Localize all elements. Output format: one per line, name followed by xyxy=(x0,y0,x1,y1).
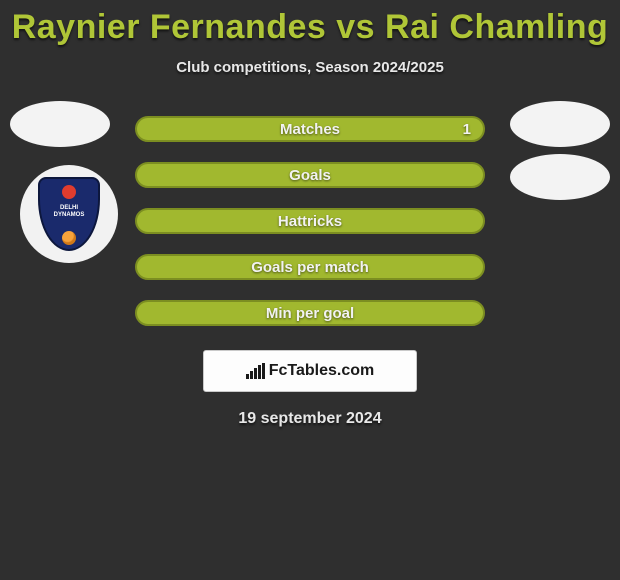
right-player-portrait-2 xyxy=(510,154,610,200)
stat-label: Matches xyxy=(280,121,340,138)
footer-date: 19 september 2024 xyxy=(0,410,620,428)
branding-box: FcTables.com xyxy=(203,350,417,392)
stat-row-min-per-goal: Min per goal xyxy=(135,300,485,326)
stat-label: Hattricks xyxy=(278,213,342,230)
ball-icon xyxy=(62,231,76,245)
sun-icon xyxy=(62,185,76,199)
bar-chart-icon xyxy=(246,363,265,379)
right-player-portrait-1 xyxy=(510,101,610,147)
left-player-portrait xyxy=(10,101,110,147)
left-player-club-badge: DELHI DYNAMOS xyxy=(20,165,118,263)
page-title: Raynier Fernandes vs Rai Chamling xyxy=(0,0,620,47)
stat-row-goals-per-match: Goals per match xyxy=(135,254,485,280)
subtitle: Club competitions, Season 2024/2025 xyxy=(0,59,620,76)
comparison-panel: DELHI DYNAMOS Matches 1 Goals Hattricks … xyxy=(0,116,620,428)
brand-text: FcTables.com xyxy=(269,362,375,380)
shield-text-line2: DYNAMOS xyxy=(54,212,85,218)
shield-text-line1: DELHI xyxy=(60,205,78,211)
stat-row-goals: Goals xyxy=(135,162,485,188)
stat-right-value: 1 xyxy=(463,118,471,140)
stat-row-matches: Matches 1 xyxy=(135,116,485,142)
stat-label: Goals xyxy=(289,167,331,184)
stat-row-hattricks: Hattricks xyxy=(135,208,485,234)
shield-text: DELHI DYNAMOS xyxy=(54,205,85,218)
stat-label: Min per goal xyxy=(266,305,354,322)
stat-label: Goals per match xyxy=(251,259,369,276)
shield-icon: DELHI DYNAMOS xyxy=(38,177,100,251)
stats-list: Matches 1 Goals Hattricks Goals per matc… xyxy=(135,116,485,326)
